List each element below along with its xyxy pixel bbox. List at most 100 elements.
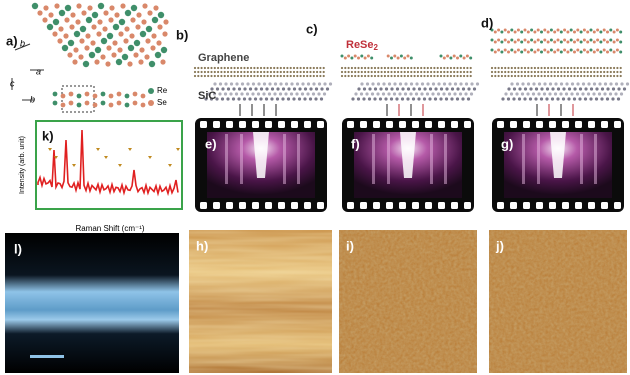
graphene-atom (590, 67, 592, 69)
atom (68, 40, 74, 46)
sic-atom (213, 82, 216, 85)
sic-atom (371, 82, 374, 85)
atom (70, 12, 75, 17)
graphene-atom (514, 75, 516, 77)
formula: ReSe (346, 39, 374, 51)
graphene-atom (507, 75, 509, 77)
graphene-atom (430, 71, 432, 73)
graphene-atom (567, 67, 569, 69)
graphene-atom (443, 71, 445, 73)
rese2-atom (573, 41, 576, 44)
graphene-atom (414, 67, 416, 69)
graphene-atom (390, 67, 392, 69)
graphene-atom (227, 67, 229, 69)
rese2-atom (533, 31, 536, 34)
graphene-atom (521, 67, 523, 69)
film-hole (549, 202, 556, 209)
graphene-atom (577, 71, 579, 73)
graphene-atom (374, 71, 376, 73)
atom (67, 52, 72, 57)
graphene-atom (600, 75, 602, 77)
sic-atom (623, 87, 626, 90)
atom (101, 38, 107, 44)
sic-atom (320, 97, 323, 100)
graphene-atom (583, 71, 585, 73)
atom (116, 59, 122, 65)
graphene-atom (410, 75, 412, 77)
sic-atom (292, 97, 295, 100)
graphene-atom (220, 71, 222, 73)
graphene-atom (414, 71, 416, 73)
sic-atom (606, 97, 609, 100)
sic-atom (423, 87, 426, 90)
rese2-atom (537, 39, 540, 42)
film-hole (360, 202, 367, 209)
graphene-atom (243, 71, 245, 73)
sic-atom (456, 97, 459, 100)
graphene-atom (613, 67, 615, 69)
graphene-atom (357, 75, 359, 77)
atom (141, 103, 146, 108)
film-hole (451, 121, 458, 128)
graphene-atom (527, 67, 529, 69)
rese2-atom (510, 49, 513, 52)
graphene-atom (267, 75, 269, 77)
rese2-atom (540, 51, 543, 54)
sic-atom (377, 82, 380, 85)
graphene-atom (597, 75, 599, 77)
atom (135, 24, 140, 29)
graphene-atom (540, 75, 542, 77)
sic-atom (462, 87, 465, 90)
graphene-atom (214, 71, 216, 73)
sic-atom (551, 97, 554, 100)
sic-atom (257, 92, 260, 95)
sic-atom (251, 92, 254, 95)
sic-atom (260, 87, 263, 90)
atom (72, 59, 77, 64)
sic-atom (290, 82, 293, 85)
rese2-atom (576, 29, 579, 32)
sic-atom (371, 92, 374, 95)
rese2-atom (616, 49, 619, 52)
graphene-atom (313, 75, 315, 77)
graphene-atom (534, 75, 536, 77)
graphene-atom (521, 71, 523, 73)
rese2-atom (443, 57, 446, 60)
rese2-atom (387, 55, 390, 58)
sic-atom (582, 82, 585, 85)
film-hole (425, 202, 432, 209)
axis-title: Raman Shift (cm⁻¹) (75, 224, 144, 233)
graphene-atom (257, 75, 259, 77)
graphene-atom (427, 75, 429, 77)
graphene-atom (423, 75, 425, 77)
rese2-atom (397, 57, 400, 60)
sic-atom (587, 92, 590, 95)
sic-atom (510, 92, 513, 95)
sic-atom (437, 82, 440, 85)
rese2-atom (527, 31, 530, 34)
legend-dot (148, 100, 154, 106)
film-hole (523, 202, 530, 209)
film-hole (347, 202, 354, 209)
rese2-atom (553, 31, 556, 34)
graphene-atom (590, 71, 592, 73)
graphene-atom (564, 67, 566, 69)
graphene-atom (410, 71, 412, 73)
sic-atom (510, 82, 513, 85)
sic-atom (470, 92, 473, 95)
graphene-atom (267, 67, 269, 69)
graphene-atom (234, 67, 236, 69)
sic-atom (254, 87, 257, 90)
graphene-atom (491, 75, 493, 77)
graphene-atom (501, 67, 503, 69)
sic-atom (216, 87, 219, 90)
sic-atom (351, 97, 354, 100)
graphene-atom (564, 71, 566, 73)
graphene-atom (286, 71, 288, 73)
graphene-atom (587, 75, 589, 77)
sic-atom (320, 87, 323, 90)
sic-atom (461, 97, 464, 100)
graphene-atom (463, 75, 465, 77)
graphene-atom (257, 67, 259, 69)
sic-atom (501, 97, 504, 100)
